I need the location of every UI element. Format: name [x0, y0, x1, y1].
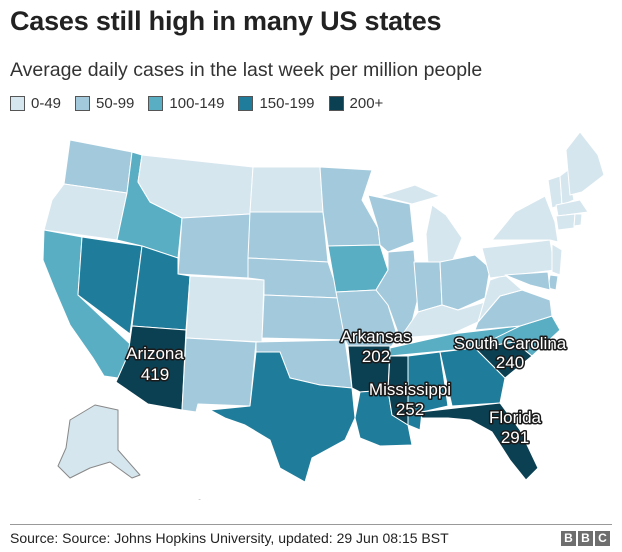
label-mississippi-name: Mississippi — [369, 380, 451, 399]
footer-divider — [10, 524, 612, 525]
state-ME — [565, 131, 605, 196]
state-KS — [261, 294, 346, 341]
state-WY — [177, 213, 251, 279]
legend-item-2: 100-149 — [148, 95, 224, 112]
state-AK — [57, 404, 141, 479]
state-OR — [43, 183, 128, 241]
state-OH — [439, 254, 491, 311]
state-MI — [425, 204, 463, 266]
legend-label: 100-149 — [169, 95, 225, 112]
legend-label: 0-49 — [31, 95, 62, 112]
source-note: Source: Source: Johns Hopkins University… — [10, 530, 449, 546]
legend-item-4: 200+ — [328, 95, 384, 112]
legend-label: 50-99 — [96, 95, 135, 112]
bbc-logo-letter: B — [561, 531, 576, 546]
state-MI-UP — [379, 184, 441, 205]
legend-item-3: 150-199 — [238, 95, 315, 112]
legend-label: 150-199 — [259, 95, 315, 112]
state-ND — [249, 166, 324, 213]
state-NH — [559, 169, 575, 206]
legend-swatch — [238, 96, 254, 111]
legend-label: 200+ — [349, 95, 384, 112]
label-arkansas-name: Arkansas — [341, 327, 412, 346]
legend: 0-49 50-99 100-149 150-199 200+ — [10, 95, 397, 112]
label-florida-value: 291 — [501, 428, 529, 447]
bbc-logo-letter: C — [595, 531, 610, 546]
state-NY — [491, 195, 559, 243]
legend-swatch — [148, 96, 164, 111]
label-south-carolina-value: 240 — [496, 353, 524, 372]
state-MS — [387, 355, 409, 426]
label-south-carolina-name: South Carolina — [454, 334, 567, 353]
label-arizona-name: Arizona — [126, 344, 184, 363]
page-title: Cases still high in many US states — [10, 6, 442, 36]
state-IN — [413, 261, 443, 313]
state-GA — [439, 347, 506, 407]
state-KY — [399, 301, 486, 339]
state-MA — [555, 199, 589, 217]
state-NV — [77, 236, 143, 335]
state-MD — [504, 271, 551, 291]
legend-swatch — [328, 96, 344, 111]
state-NM — [181, 337, 257, 413]
label-arizona-value: 419 — [141, 365, 169, 384]
label-florida-name: Florida — [489, 408, 542, 427]
us-map: Arizona 419 Arkansas 202 South Carolina … — [42, 131, 605, 500]
state-AZ — [115, 325, 187, 411]
state-FL — [419, 402, 539, 481]
legend-item-1: 50-99 — [75, 95, 134, 112]
label-mississippi-value: 252 — [396, 400, 424, 419]
bbc-logo: B B C — [559, 531, 610, 546]
state-RI — [573, 213, 583, 227]
bbc-logo-letter: B — [578, 531, 593, 546]
legend-swatch — [75, 96, 91, 111]
label-arkansas-value: 202 — [362, 347, 390, 366]
legend-swatch — [10, 96, 25, 111]
state-SD — [247, 211, 329, 263]
state-CT — [555, 213, 576, 231]
state-TX — [209, 351, 356, 483]
state-NJ — [551, 243, 563, 276]
state-labels: Arizona 419 Arkansas 202 South Carolina … — [125, 326, 569, 449]
state-WV — [477, 274, 523, 323]
page-subtitle: Average daily cases in the last week per… — [10, 59, 483, 81]
state-CO — [185, 275, 265, 343]
legend-item-0: 0-49 — [10, 95, 61, 112]
